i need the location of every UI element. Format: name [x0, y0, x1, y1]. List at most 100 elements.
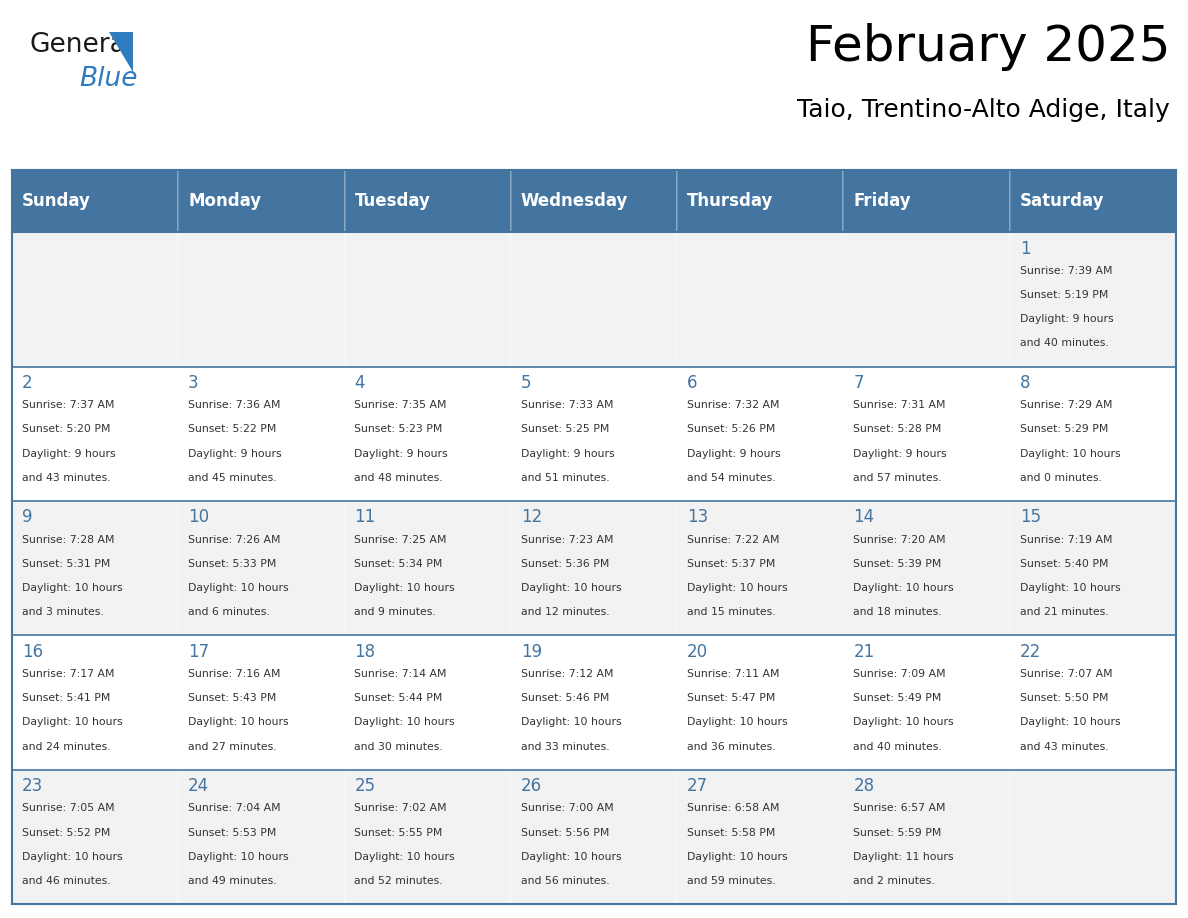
- Text: Sunset: 5:23 PM: Sunset: 5:23 PM: [354, 424, 443, 434]
- Text: and 27 minutes.: and 27 minutes.: [188, 742, 277, 752]
- Text: 27: 27: [687, 778, 708, 795]
- Bar: [12, 232, 178, 366]
- Text: 13: 13: [687, 509, 708, 526]
- Text: 5: 5: [520, 374, 531, 392]
- Text: Daylight: 10 hours: Daylight: 10 hours: [520, 583, 621, 593]
- Text: and 36 minutes.: and 36 minutes.: [687, 742, 776, 752]
- Text: Sunrise: 6:57 AM: Sunrise: 6:57 AM: [853, 803, 946, 813]
- Text: Sunrise: 7:31 AM: Sunrise: 7:31 AM: [853, 400, 946, 410]
- Text: Sunset: 5:25 PM: Sunset: 5:25 PM: [520, 424, 609, 434]
- Text: Thursday: Thursday: [687, 192, 773, 210]
- Text: Sunrise: 7:07 AM: Sunrise: 7:07 AM: [1019, 669, 1112, 679]
- Text: 16: 16: [21, 643, 43, 661]
- Bar: [511, 635, 677, 770]
- Text: 11: 11: [354, 509, 375, 526]
- Text: 1: 1: [1019, 240, 1030, 258]
- Text: 17: 17: [188, 643, 209, 661]
- Text: 2: 2: [21, 374, 32, 392]
- Text: Daylight: 10 hours: Daylight: 10 hours: [188, 852, 289, 862]
- Bar: [511, 170, 677, 232]
- Bar: [178, 366, 345, 501]
- Text: February 2025: February 2025: [805, 23, 1170, 71]
- Text: Daylight: 10 hours: Daylight: 10 hours: [1019, 449, 1120, 459]
- Text: Daylight: 10 hours: Daylight: 10 hours: [354, 583, 455, 593]
- Text: Daylight: 9 hours: Daylight: 9 hours: [853, 449, 947, 459]
- Text: and 12 minutes.: and 12 minutes.: [520, 607, 609, 617]
- Text: Daylight: 10 hours: Daylight: 10 hours: [188, 583, 289, 593]
- Text: Sunrise: 7:23 AM: Sunrise: 7:23 AM: [520, 534, 613, 544]
- Text: and 24 minutes.: and 24 minutes.: [21, 742, 110, 752]
- Text: Sunrise: 7:33 AM: Sunrise: 7:33 AM: [520, 400, 613, 410]
- Text: 25: 25: [354, 778, 375, 795]
- Text: 24: 24: [188, 778, 209, 795]
- Text: Sunrise: 7:12 AM: Sunrise: 7:12 AM: [520, 669, 613, 679]
- Text: Daylight: 10 hours: Daylight: 10 hours: [354, 718, 455, 727]
- Text: and 49 minutes.: and 49 minutes.: [188, 876, 277, 886]
- Bar: [843, 501, 1010, 635]
- Bar: [178, 770, 345, 904]
- Text: 23: 23: [21, 778, 43, 795]
- Text: 10: 10: [188, 509, 209, 526]
- Bar: [12, 770, 178, 904]
- Text: Sunrise: 7:25 AM: Sunrise: 7:25 AM: [354, 534, 447, 544]
- Text: 19: 19: [520, 643, 542, 661]
- Text: and 0 minutes.: and 0 minutes.: [1019, 473, 1101, 483]
- Text: 20: 20: [687, 643, 708, 661]
- Bar: [178, 170, 345, 232]
- Text: Daylight: 9 hours: Daylight: 9 hours: [188, 449, 282, 459]
- Text: Friday: Friday: [853, 192, 911, 210]
- Bar: [1010, 232, 1176, 366]
- Bar: [12, 366, 178, 501]
- Bar: [1010, 366, 1176, 501]
- Text: 4: 4: [354, 374, 365, 392]
- Text: Tuesday: Tuesday: [354, 192, 430, 210]
- Text: Daylight: 10 hours: Daylight: 10 hours: [520, 718, 621, 727]
- Text: Sunrise: 7:00 AM: Sunrise: 7:00 AM: [520, 803, 613, 813]
- Text: 9: 9: [21, 509, 32, 526]
- Bar: [345, 635, 511, 770]
- Text: Sunset: 5:53 PM: Sunset: 5:53 PM: [188, 828, 277, 837]
- Text: 21: 21: [853, 643, 874, 661]
- Bar: [677, 170, 843, 232]
- Text: Sunrise: 7:02 AM: Sunrise: 7:02 AM: [354, 803, 447, 813]
- Text: Daylight: 9 hours: Daylight: 9 hours: [354, 449, 448, 459]
- Text: Sunset: 5:58 PM: Sunset: 5:58 PM: [687, 828, 776, 837]
- Bar: [12, 170, 178, 232]
- Text: Sunset: 5:37 PM: Sunset: 5:37 PM: [687, 559, 776, 569]
- Polygon shape: [109, 32, 133, 72]
- Bar: [511, 501, 677, 635]
- Text: Sunrise: 7:32 AM: Sunrise: 7:32 AM: [687, 400, 779, 410]
- Text: Daylight: 10 hours: Daylight: 10 hours: [1019, 583, 1120, 593]
- Text: Sunset: 5:44 PM: Sunset: 5:44 PM: [354, 693, 443, 703]
- Text: 7: 7: [853, 374, 864, 392]
- Text: 15: 15: [1019, 509, 1041, 526]
- Text: and 15 minutes.: and 15 minutes.: [687, 607, 776, 617]
- Text: Sunset: 5:59 PM: Sunset: 5:59 PM: [853, 828, 942, 837]
- Text: Sunrise: 7:28 AM: Sunrise: 7:28 AM: [21, 534, 114, 544]
- Text: and 6 minutes.: and 6 minutes.: [188, 607, 270, 617]
- Text: Daylight: 10 hours: Daylight: 10 hours: [354, 852, 455, 862]
- Text: Sunrise: 7:17 AM: Sunrise: 7:17 AM: [21, 669, 114, 679]
- Text: and 3 minutes.: and 3 minutes.: [21, 607, 103, 617]
- Text: Daylight: 10 hours: Daylight: 10 hours: [853, 718, 954, 727]
- Text: and 51 minutes.: and 51 minutes.: [520, 473, 609, 483]
- Text: Daylight: 10 hours: Daylight: 10 hours: [21, 718, 122, 727]
- Text: Sunrise: 7:09 AM: Sunrise: 7:09 AM: [853, 669, 946, 679]
- Bar: [511, 366, 677, 501]
- Text: and 40 minutes.: and 40 minutes.: [853, 742, 942, 752]
- Text: Sunset: 5:20 PM: Sunset: 5:20 PM: [21, 424, 110, 434]
- Text: Sunrise: 7:26 AM: Sunrise: 7:26 AM: [188, 534, 280, 544]
- Bar: [345, 170, 511, 232]
- Bar: [12, 501, 178, 635]
- Text: Daylight: 10 hours: Daylight: 10 hours: [687, 583, 788, 593]
- Bar: [511, 232, 677, 366]
- Text: Sunset: 5:46 PM: Sunset: 5:46 PM: [520, 693, 609, 703]
- Text: and 9 minutes.: and 9 minutes.: [354, 607, 436, 617]
- Text: Daylight: 11 hours: Daylight: 11 hours: [853, 852, 954, 862]
- Text: 8: 8: [1019, 374, 1030, 392]
- Text: and 40 minutes.: and 40 minutes.: [1019, 339, 1108, 349]
- Text: Sunset: 5:50 PM: Sunset: 5:50 PM: [1019, 693, 1108, 703]
- Text: 14: 14: [853, 509, 874, 526]
- Text: Sunset: 5:52 PM: Sunset: 5:52 PM: [21, 828, 110, 837]
- Text: Sunrise: 6:58 AM: Sunrise: 6:58 AM: [687, 803, 779, 813]
